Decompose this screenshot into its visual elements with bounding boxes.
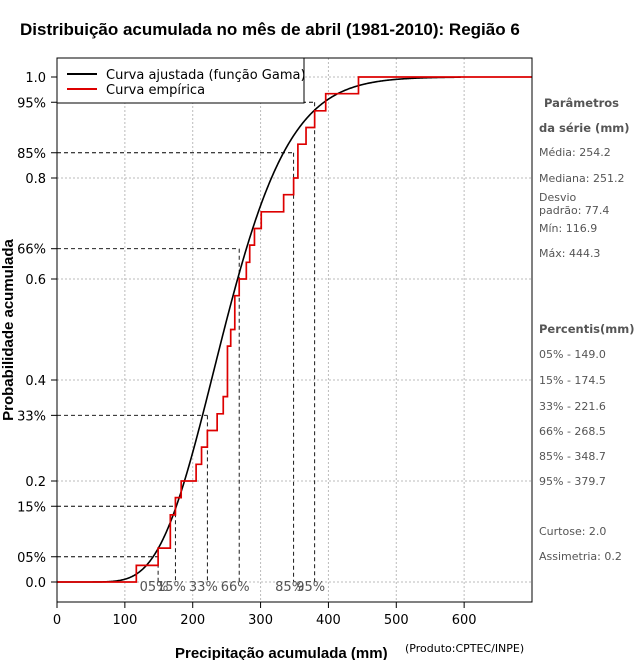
percentile-y-tick-label: 33% — [17, 409, 46, 424]
fitted-gamma-curve — [57, 76, 461, 583]
y-tick-label: 0.6 — [25, 273, 46, 288]
param-value: Mediana: 251.2 — [539, 172, 624, 185]
percentile-value: 66% - 268.5 — [539, 425, 606, 438]
y-axis-label: Probabilidade acumulada — [0, 238, 17, 420]
percentile-x-label: 66% — [221, 580, 250, 595]
chart-title: Distribuição acumulada no mês de abril (… — [20, 20, 520, 39]
axis-layer: 0 100 200 300 400 500 600 0.0 0.2 0.4 0.6 0.8 1.0 05%… — [17, 57, 533, 628]
legend: Curva ajustada (função Gama)Curva empíri… — [56, 57, 306, 104]
percentile-y-tick-label: 66% — [17, 243, 46, 258]
percentile-value: 33% - 221.6 — [539, 400, 606, 413]
x-tick-label: 200 — [180, 613, 205, 628]
series-layer — [57, 76, 532, 583]
param-value: Mín: 116.9 — [539, 222, 597, 235]
product-credit: (Produto:CPTEC/INPE) — [405, 642, 524, 655]
param-value: Média: 254.2 — [539, 146, 611, 159]
percentile-y-tick-label: 05% — [17, 551, 46, 566]
x-tick-label: 0 — [53, 613, 61, 628]
percentile-value: 15% - 174.5 — [539, 374, 606, 387]
percentile-x-label: 05% — [140, 580, 169, 595]
moment-value: Curtose: 2.0 — [539, 525, 606, 538]
percentile-y-tick-label: 85% — [17, 147, 46, 162]
x-tick-label: 600 — [452, 613, 477, 628]
x-tick-label: 400 — [316, 613, 341, 628]
param-value: Desvio — [539, 191, 577, 204]
y-tick-label: 1.0 — [25, 71, 46, 86]
plot-frame — [56, 57, 533, 603]
percentile-x-label: 85% — [275, 580, 304, 595]
x-tick-label: 300 — [248, 613, 273, 628]
percentile-reference-lines — [57, 101, 316, 582]
x-tick-label: 500 — [384, 613, 409, 628]
grid-layer — [56, 58, 532, 602]
x-tick-label: 100 — [112, 613, 137, 628]
empirical-step-curve — [57, 76, 532, 583]
parameters-panel: Parâmetros da série (mm) Média: 254.2 Media… — [539, 96, 634, 563]
y-tick-label: 0.4 — [25, 374, 46, 389]
legend-entry-label: Curva empírica — [106, 83, 205, 98]
percentile-x-label: 95% — [296, 580, 325, 595]
param-value: Máx: 444.3 — [539, 247, 600, 260]
legend-box — [56, 57, 305, 104]
percentile-value: 95% - 379.7 — [539, 475, 606, 488]
percentis-title: Percentis(mm) — [539, 322, 634, 336]
y-tick-label: 0.2 — [25, 475, 46, 490]
legend-entry-label: Curva ajustada (função Gama) — [106, 68, 306, 83]
percentile-value: 85% - 348.7 — [539, 450, 606, 463]
percentile-y-tick-label: 15% — [17, 500, 46, 515]
percentile-x-label: 33% — [189, 580, 218, 595]
params-title: Parâmetros — [544, 96, 619, 110]
params-title: da série (mm) — [539, 121, 630, 135]
y-tick-label: 0.0 — [25, 576, 46, 591]
percentile-x-label: 15% — [157, 580, 186, 595]
param-value: padrão: 77.4 — [539, 204, 609, 217]
moment-value: Assimetria: 0.2 — [539, 550, 622, 563]
y-tick-label: 0.8 — [25, 172, 46, 187]
percentile-y-tick-label: 95% — [17, 96, 46, 111]
x-axis-label: Precipitação acumulada (mm) — [175, 645, 388, 660]
percentile-value: 05% - 149.0 — [539, 348, 606, 361]
